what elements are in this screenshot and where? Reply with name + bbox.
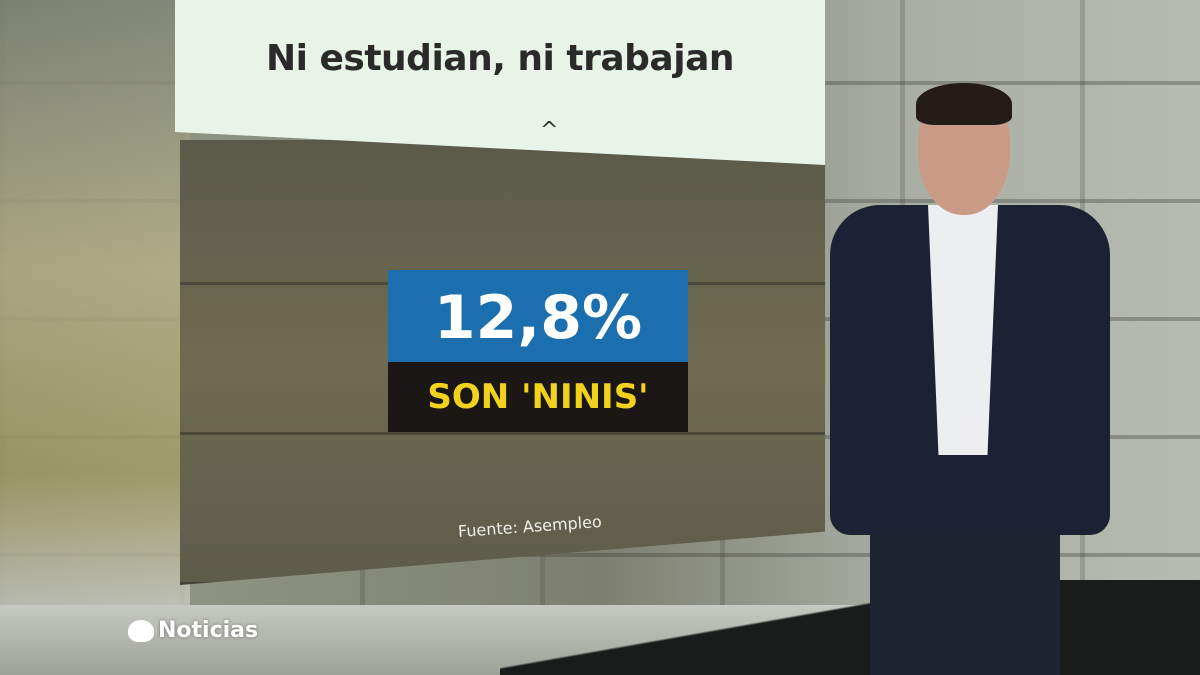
logo-text: Noticias	[158, 618, 259, 643]
graphic-title: Ni estudian, ni trabajan	[265, 38, 735, 79]
background-artwork	[0, 0, 190, 675]
stat-label: SON 'NINIS'	[427, 377, 649, 417]
presenter	[830, 83, 1110, 675]
stat-value-box: 12,8%	[388, 270, 688, 365]
channel-logo: Noticias	[128, 618, 258, 643]
floor-shadow	[500, 580, 1200, 675]
title-card	[175, 0, 825, 165]
antena3-logo-icon	[128, 619, 154, 642]
caret-icon: ^	[540, 118, 559, 143]
stat-label-box: SON 'NINIS'	[388, 362, 688, 432]
stat-value: 12,8%	[433, 282, 643, 353]
